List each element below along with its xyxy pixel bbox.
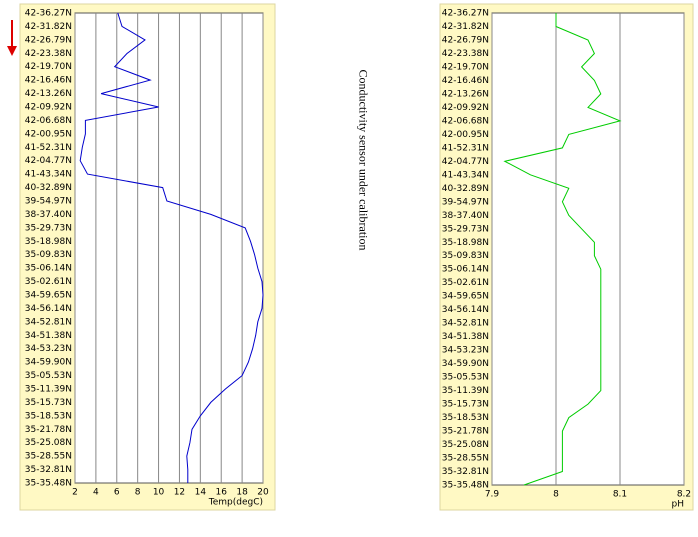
y-tick-label: 42-31.82N: [442, 22, 489, 32]
y-tick-label: 34-59.65N: [442, 292, 489, 302]
x-axis-label: pH: [672, 500, 684, 510]
y-tick-label: 42-19.70N: [442, 62, 489, 72]
y-tick-label: 42-31.82N: [25, 22, 72, 32]
y-tick-label: 35-29.73N: [25, 223, 72, 233]
x-tick-label: 10: [153, 488, 165, 498]
y-tick-label: 35-05.53N: [25, 371, 72, 381]
x-tick-label: 12: [174, 488, 185, 498]
y-tick-label: 35-05.53N: [442, 373, 489, 383]
y-tick-label: 34-59.65N: [25, 291, 72, 301]
y-tick-label: 34-59.90N: [25, 358, 72, 368]
y-tick-label: 35-18.53N: [25, 411, 72, 421]
y-tick-label: 34-56.14N: [25, 304, 72, 314]
y-tick-label: 42-23.38N: [442, 49, 489, 59]
y-tick-label: 35-18.53N: [442, 413, 489, 423]
y-tick-label: 39-54.97N: [25, 197, 72, 207]
plot-area: [491, 12, 685, 486]
profile-line: [503, 13, 622, 486]
x-axis-label: Temp(degC): [208, 498, 263, 508]
y-tick-label: 41-43.34N: [25, 170, 72, 180]
y-tick-label: 35-21.78N: [25, 425, 72, 435]
y-tick-label: 34-52.81N: [442, 319, 489, 329]
profile-line: [79, 12, 264, 483]
plot-area: [74, 12, 264, 484]
y-tick-label: 42-09.92N: [25, 103, 72, 113]
y-tick-label: 35-15.73N: [25, 398, 72, 408]
y-tick-label: 42-36.27N: [25, 9, 72, 19]
y-tick-label: 34-56.14N: [442, 305, 489, 315]
y-tick-label: 41-43.34N: [442, 170, 489, 180]
y-tick-label: 42-19.70N: [25, 62, 72, 72]
y-tick-label: 38-37.40N: [25, 210, 72, 220]
y-tick-label: 35-15.73N: [442, 400, 489, 410]
y-tick-label: 35-09.83N: [25, 250, 72, 260]
x-tick-label: 6: [114, 488, 120, 498]
calibration-note: Conductivity sensor under calibration: [356, 70, 370, 251]
x-tick-label: 8: [135, 488, 141, 498]
y-tick-label: 35-02.61N: [25, 277, 72, 287]
y-tick-label: 35-35.48N: [25, 479, 72, 489]
x-tick-label: 8.1: [613, 490, 627, 500]
y-tick-label: 42-06.68N: [442, 116, 489, 126]
x-tick-label: 16: [215, 488, 227, 498]
y-tick-label: 42-16.46N: [25, 76, 72, 86]
y-tick-label: 42-09.92N: [442, 103, 489, 113]
y-tick-label: 35-06.14N: [442, 265, 489, 275]
y-tick-label: 35-11.39N: [442, 386, 489, 396]
y-tick-label: 34-59.90N: [442, 359, 489, 369]
x-tick-label: 20: [257, 488, 269, 498]
y-tick-label: 41-52.31N: [25, 143, 72, 153]
y-tick-label: 42-04.77N: [25, 156, 72, 166]
y-tick-label: 42-26.79N: [25, 35, 72, 45]
y-tick-label: 35-21.78N: [442, 427, 489, 437]
x-tick-label: 4: [93, 488, 99, 498]
y-tick-label: 42-13.26N: [442, 89, 489, 99]
x-tick-label: 14: [195, 488, 207, 498]
y-tick-label: 34-51.38N: [442, 332, 489, 342]
y-tick-label: 38-37.40N: [442, 211, 489, 221]
y-tick-label: 35-25.08N: [442, 440, 489, 450]
y-tick-label: 42-26.79N: [442, 35, 489, 45]
y-tick-label: 42-13.26N: [25, 89, 72, 99]
y-tick-label: 35-32.81N: [442, 467, 489, 477]
y-tick-label: 42-36.27N: [442, 9, 489, 19]
y-tick-label: 39-54.97N: [442, 197, 489, 207]
y-tick-label: 40-32.89N: [442, 184, 489, 194]
y-tick-label: 35-28.55N: [25, 452, 72, 462]
y-tick-label: 42-00.95N: [442, 130, 489, 140]
y-tick-label: 42-23.38N: [25, 49, 72, 59]
x-tick-label: 18: [236, 488, 248, 498]
y-tick-label: 34-52.81N: [25, 317, 72, 327]
y-tick-label: 42-04.77N: [442, 157, 489, 167]
x-tick-label: 7.9: [485, 490, 500, 500]
y-tick-label: 35-02.61N: [442, 278, 489, 288]
y-tick-label: 34-53.23N: [442, 346, 489, 356]
y-tick-label: 35-11.39N: [25, 385, 72, 395]
x-tick-label: 8: [553, 490, 559, 500]
y-tick-label: 34-53.23N: [25, 344, 72, 354]
y-tick-label: 35-32.81N: [25, 465, 72, 475]
y-tick-label: 35-06.14N: [25, 264, 72, 274]
y-tick-label: 35-18.98N: [25, 237, 72, 247]
y-tick-label: 35-35.48N: [442, 481, 489, 491]
y-tick-label: 42-16.46N: [442, 76, 489, 86]
red-arrow: [7, 20, 17, 56]
y-tick-label: 42-06.68N: [25, 116, 72, 126]
y-tick-label: 35-18.98N: [442, 238, 489, 248]
y-tick-label: 42-00.95N: [25, 129, 72, 139]
y-tick-label: 34-51.38N: [25, 331, 72, 341]
y-tick-label: 41-52.31N: [442, 143, 489, 153]
y-tick-label: 35-28.55N: [442, 454, 489, 464]
y-tick-label: 35-29.73N: [442, 224, 489, 234]
y-tick-label: 35-25.08N: [25, 438, 72, 448]
x-tick-label: 8.2: [677, 490, 691, 500]
x-tick-label: 2: [72, 488, 78, 498]
y-tick-label: 35-09.83N: [442, 251, 489, 261]
y-tick-label: 40-32.89N: [25, 183, 72, 193]
